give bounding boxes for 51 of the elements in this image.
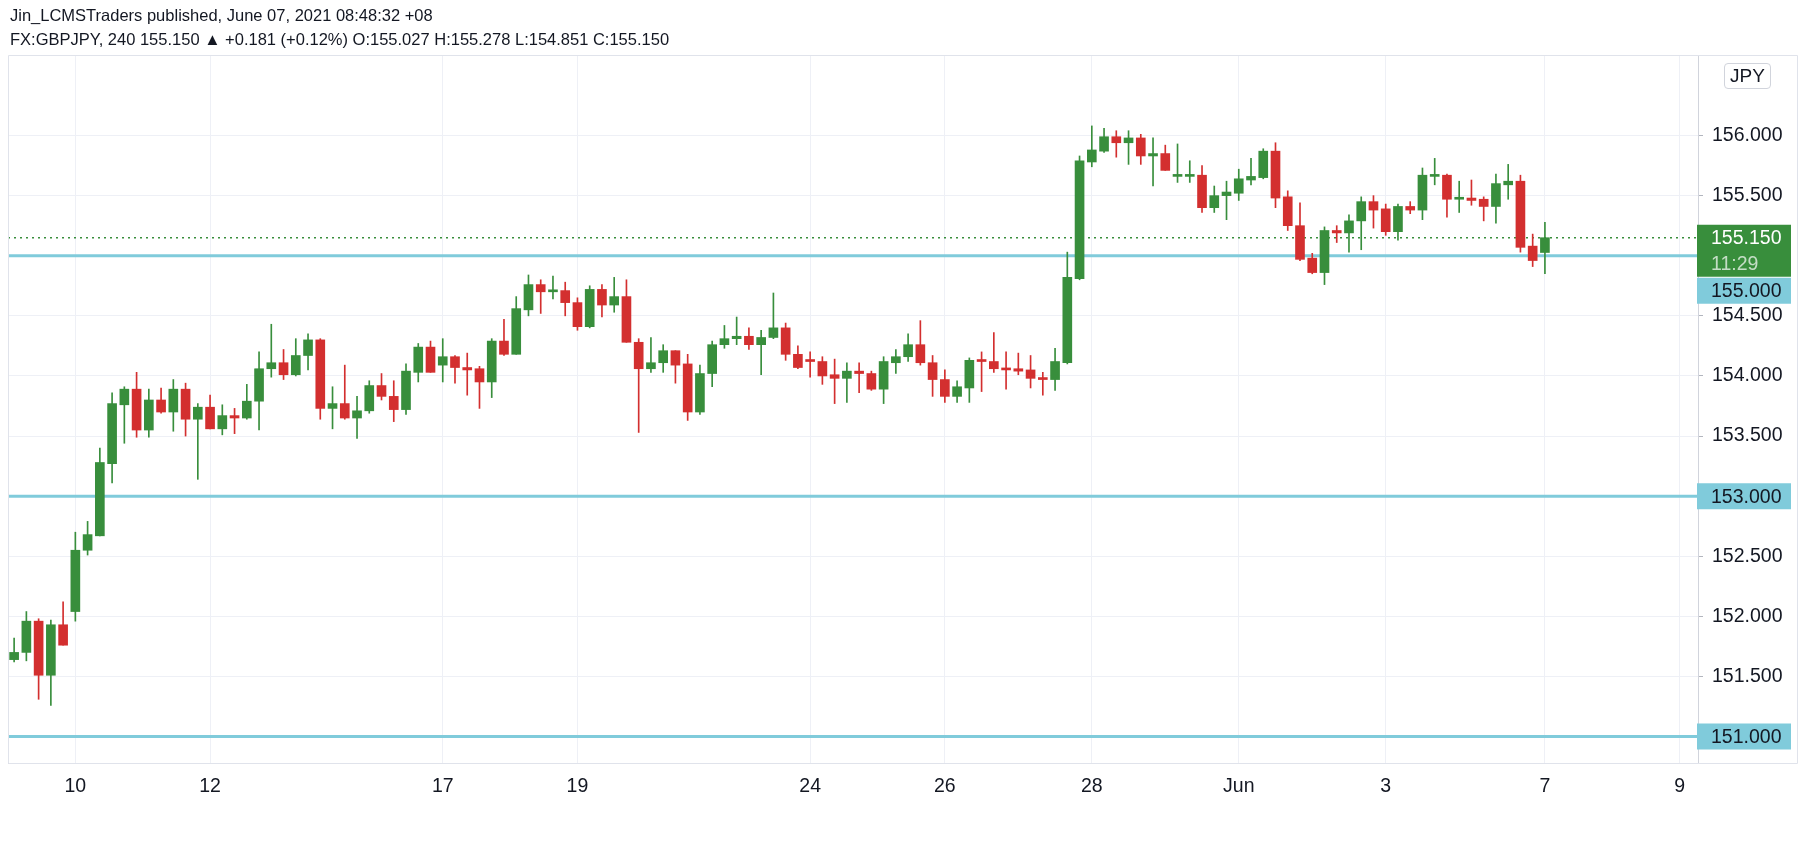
y-tick-label: 152.500 — [1712, 543, 1783, 566]
x-tick-label: 9 — [1674, 774, 1686, 797]
text: 11:29 — [1711, 252, 1759, 275]
y-tick-label: 156.000 — [1712, 122, 1783, 145]
candlestick — [1184, 160, 1195, 183]
y-tick-label: 154.500 — [1712, 303, 1783, 326]
x-tick-label: 10 — [64, 774, 87, 797]
candlestick — [1111, 130, 1122, 158]
candlestick — [646, 337, 656, 373]
x-tick-label: 7 — [1539, 774, 1551, 797]
candlestick — [1037, 372, 1048, 396]
candlestick — [989, 332, 999, 373]
candlestick — [548, 275, 558, 300]
x-tick-label: Jun — [1223, 774, 1255, 797]
candlestick — [1013, 352, 1024, 376]
candlestick — [1331, 225, 1342, 243]
x-tick-label: 12 — [199, 774, 221, 797]
candlestick — [842, 362, 852, 403]
x-tick-label: 19 — [566, 774, 589, 797]
x-tick-label: 28 — [1080, 774, 1103, 797]
candlestick — [609, 277, 620, 313]
x-tick-label: 26 — [934, 774, 956, 797]
chart-title: FX:GBPJPY, 240 155.150 ▲ +0.181 (+0.12%) O:155.027 H:155.278 L:154.851 C:155.150 — [10, 30, 670, 49]
candlestick — [535, 279, 546, 314]
x-tick-label: 24 — [799, 774, 822, 797]
candlestick — [1454, 180, 1465, 213]
y-tick-label: 154.000 — [1712, 363, 1783, 386]
ref-line-label: 155.150 — [1711, 226, 1782, 249]
y-tick-label: 152.000 — [1712, 603, 1783, 626]
candlestick — [266, 323, 277, 378]
chart-subtitle: Jin_LCMSTraders published, June 07, 2021 08:48:32 +08 — [10, 6, 433, 25]
y-tick-label: 155.500 — [1712, 183, 1783, 206]
candlestick — [1429, 158, 1440, 186]
ref-line-label: 155.000 — [1711, 279, 1782, 302]
y-tick-label: 151.500 — [1712, 663, 1783, 686]
candlestick — [805, 351, 815, 378]
candlestick — [437, 338, 448, 383]
ref-line-label: 151.000 — [1711, 724, 1782, 747]
ref-line-label: 153.000 — [1711, 484, 1782, 507]
x-tick-label: 3 — [1380, 774, 1392, 797]
candlestick — [1503, 164, 1514, 200]
candlestick — [352, 396, 362, 439]
candlestick — [854, 362, 864, 394]
candlestick — [1246, 158, 1256, 186]
y-tick-label: 153.500 — [1712, 423, 1783, 446]
candlestick — [462, 352, 473, 396]
candlestick — [192, 403, 203, 480]
candlestick — [756, 329, 766, 376]
candlestick — [1148, 137, 1158, 187]
y-axis-title: JPY — [1724, 63, 1771, 89]
x-tick-label: 17 — [431, 774, 454, 797]
